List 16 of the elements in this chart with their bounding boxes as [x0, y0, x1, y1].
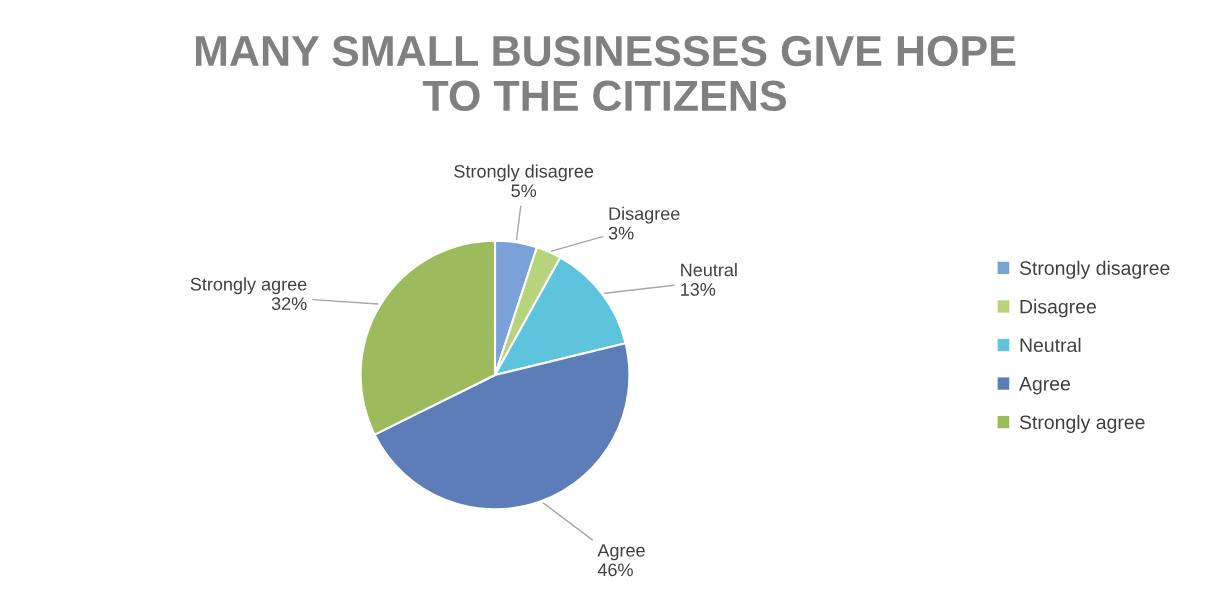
- legend-label: Disagree: [1020, 299, 1096, 318]
- data-label: 13%: [681, 283, 716, 296]
- data-label: 3%: [608, 226, 634, 240]
- legend-label: Strongly agree: [1019, 414, 1145, 433]
- chart-title: MANY SMALL BUSINESSES GIVE HOPE TO THE CITIZENS: [195, 35, 1016, 112]
- slice-label: Strongly agree: [190, 277, 307, 295]
- data-label: 5%: [511, 184, 537, 198]
- legend-label: Strongly disagree: [1019, 260, 1170, 279]
- slice-label: Neutral: [681, 263, 737, 277]
- legend-label: Neutral: [1020, 337, 1081, 353]
- data-label: 46%: [597, 563, 633, 577]
- slice-label: Agree: [597, 544, 645, 561]
- slice-label: Disagree: [609, 206, 680, 224]
- legend-label: Agree: [1019, 377, 1071, 395]
- data-label: 32%: [271, 297, 307, 311]
- slice-label: Strongly disagree: [454, 164, 594, 182]
